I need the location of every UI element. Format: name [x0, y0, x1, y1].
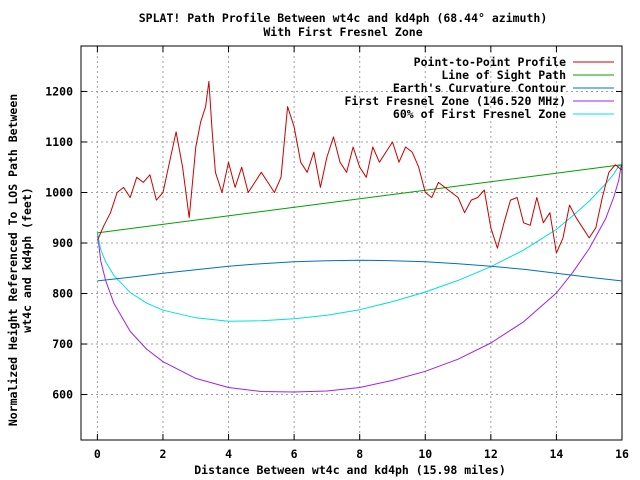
x-axis-label: Distance Between wt4c and kd4ph (15.98 m… — [194, 463, 506, 477]
x-tick-label: 8 — [356, 447, 363, 461]
y-tick-label: 1000 — [45, 185, 73, 199]
legend-label: Earth's Curvature Contour — [393, 81, 566, 95]
x-tick-label: 0 — [94, 447, 101, 461]
series-line-4 — [96, 164, 622, 322]
series-line-3 — [96, 164, 622, 393]
x-tick-label: 4 — [225, 447, 232, 461]
legend-label: Line of Sight Path — [441, 68, 566, 82]
x-tick-label: 12 — [484, 447, 498, 461]
y-axis-label-line1: Normalized Height Referenced To LOS Path… — [6, 94, 20, 426]
x-tick-label: 2 — [160, 447, 167, 461]
y-tick-label: 1200 — [45, 84, 73, 98]
y-tick-label: 1100 — [45, 135, 73, 149]
x-tick-label: 10 — [418, 447, 432, 461]
series-line-0 — [96, 80, 622, 254]
y-tick-label: 600 — [52, 388, 73, 402]
series-group — [96, 80, 622, 393]
x-tick-label: 6 — [291, 447, 298, 461]
x-tick-label: 14 — [549, 447, 563, 461]
series-line-1 — [97, 164, 622, 234]
chart-title: SPLAT! Path Profile Between wt4c and kd4… — [139, 11, 548, 25]
series-line-2 — [97, 259, 622, 282]
axis-ticks: 0 2 4 6 8 10 12 14 16 600 700 800 900 1000 1100 1200 — [45, 46, 629, 461]
legend-label: 60% of First Fresnel Zone — [393, 107, 566, 121]
chart-subtitle: With First Fresnel Zone — [263, 25, 422, 39]
legend-label: Point-to-Point Profile — [414, 55, 566, 69]
x-tick-label: 16 — [615, 447, 629, 461]
y-tick-label: 800 — [52, 287, 73, 301]
y-tick-label: 700 — [52, 337, 73, 351]
y-axis-label-line2: wt4c and kd4ph (feet) — [20, 187, 34, 332]
legend-label: First Fresnel Zone (146.520 MHz) — [344, 94, 566, 108]
y-tick-label: 900 — [52, 236, 73, 250]
